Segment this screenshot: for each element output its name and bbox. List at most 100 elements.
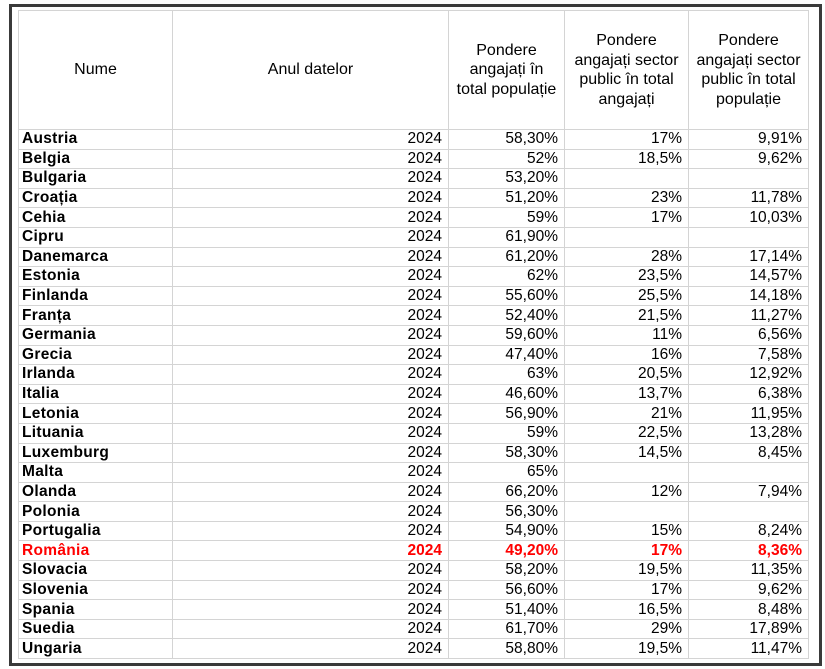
table-row: Estonia 2024 62% 23,5% 14,57% — [18, 266, 809, 287]
country-name: Franța — [18, 305, 173, 326]
public-share-employed: 17% — [564, 129, 689, 150]
public-share-population — [688, 168, 809, 189]
public-share-population: 8,48% — [688, 599, 809, 620]
public-share-employed: 21,5% — [564, 305, 689, 326]
employed-share-population: 65% — [448, 462, 565, 483]
country-name: Lituania — [18, 422, 173, 444]
table-row: Olanda 2024 66,20% 12% 7,94% — [18, 481, 809, 503]
table-row: Malta 2024 65% — [18, 462, 809, 483]
data-year: 2024 — [172, 579, 449, 601]
table-frame: Nume Anul datelor Pondere angajați în to… — [9, 4, 822, 666]
data-year: 2024 — [172, 148, 449, 170]
public-share-population: 11,78% — [688, 187, 809, 209]
employed-share-population: 52,40% — [448, 305, 565, 326]
country-name: Ungaria — [18, 638, 173, 660]
country-name: Portugalia — [18, 520, 173, 542]
country-name: România — [18, 540, 173, 562]
public-share-employed: 22,5% — [564, 422, 689, 444]
table-row: Portugalia 2024 54,90% 15% 8,24% — [18, 520, 809, 542]
table-row: România 2024 49,20% 17% 8,36% — [18, 540, 809, 562]
employment-table: Nume Anul datelor Pondere angajați în to… — [18, 10, 809, 660]
public-share-population: 11,27% — [688, 305, 809, 326]
public-share-population: 8,45% — [688, 442, 809, 464]
employed-share-population: 59% — [448, 207, 565, 228]
public-share-employed: 16% — [564, 344, 689, 366]
country-name: Germania — [18, 324, 173, 346]
country-name: Spania — [18, 599, 173, 620]
table-row: Lituania 2024 59% 22,5% 13,28% — [18, 422, 809, 444]
public-share-employed: 18,5% — [564, 148, 689, 170]
employed-share-population: 51,20% — [448, 187, 565, 209]
table-row: Germania 2024 59,60% 11% 6,56% — [18, 324, 809, 346]
table-row: Spania 2024 51,40% 16,5% 8,48% — [18, 599, 809, 620]
public-share-population: 8,24% — [688, 520, 809, 542]
table-body: Austria 2024 58,30% 17% 9,91% Belgia 2024 52% 18… — [18, 129, 809, 660]
public-share-population: 17,14% — [688, 246, 809, 268]
employed-share-population: 63% — [448, 364, 565, 385]
country-name: Bulgaria — [18, 168, 173, 189]
country-name: Olanda — [18, 481, 173, 503]
employed-share-population: 54,90% — [448, 520, 565, 542]
public-share-employed: 15% — [564, 520, 689, 542]
public-share-employed: 28% — [564, 246, 689, 268]
public-share-population: 12,92% — [688, 364, 809, 385]
table-row: Polonia 2024 56,30% — [18, 501, 809, 522]
country-name: Malta — [18, 462, 173, 483]
data-year: 2024 — [172, 383, 449, 405]
public-share-employed — [564, 462, 689, 483]
public-share-population: 17,89% — [688, 618, 809, 640]
country-name: Luxemburg — [18, 442, 173, 464]
header-name: Nume — [18, 10, 173, 130]
public-share-employed: 19,5% — [564, 560, 689, 581]
table-row: Finlanda 2024 55,60% 25,5% 14,18% — [18, 285, 809, 307]
employed-share-population: 56,60% — [448, 579, 565, 601]
employed-share-population: 55,60% — [448, 285, 565, 307]
employed-share-population: 66,20% — [448, 481, 565, 503]
country-name: Suedia — [18, 618, 173, 640]
country-name: Austria — [18, 129, 173, 150]
header-public-share-population: Pondere angajați sector public în total … — [688, 10, 809, 130]
country-name: Cehia — [18, 207, 173, 228]
public-share-employed: 13,7% — [564, 383, 689, 405]
public-share-employed — [564, 226, 689, 248]
public-share-population — [688, 226, 809, 248]
data-year: 2024 — [172, 638, 449, 660]
public-share-employed: 12% — [564, 481, 689, 503]
data-year: 2024 — [172, 599, 449, 620]
header-public-share-employed: Pondere angajați sector public în total … — [564, 10, 689, 130]
employed-share-population: 52% — [448, 148, 565, 170]
header-year: Anul datelor — [172, 10, 449, 130]
country-name: Italia — [18, 383, 173, 405]
public-share-population: 9,91% — [688, 129, 809, 150]
public-share-population: 8,36% — [688, 540, 809, 562]
table-row: Belgia 2024 52% 18,5% 9,62% — [18, 148, 809, 170]
public-share-employed: 19,5% — [564, 638, 689, 660]
data-year: 2024 — [172, 129, 449, 150]
employed-share-population: 61,20% — [448, 246, 565, 268]
data-year: 2024 — [172, 481, 449, 503]
public-share-population: 9,62% — [688, 579, 809, 601]
employed-share-population: 59,60% — [448, 324, 565, 346]
table-row: Luxemburg 2024 58,30% 14,5% 8,45% — [18, 442, 809, 464]
table-row: Irlanda 2024 63% 20,5% 12,92% — [18, 364, 809, 385]
employed-share-population: 58,30% — [448, 442, 565, 464]
data-year: 2024 — [172, 403, 449, 424]
public-share-population: 11,95% — [688, 403, 809, 424]
public-share-population: 14,18% — [688, 285, 809, 307]
employed-share-population: 56,90% — [448, 403, 565, 424]
employed-share-population: 51,40% — [448, 599, 565, 620]
table-row: Letonia 2024 56,90% 21% 11,95% — [18, 403, 809, 424]
data-year: 2024 — [172, 266, 449, 287]
employed-share-population: 46,60% — [448, 383, 565, 405]
data-year: 2024 — [172, 168, 449, 189]
country-name: Polonia — [18, 501, 173, 522]
data-year: 2024 — [172, 540, 449, 562]
public-share-employed — [564, 501, 689, 522]
public-share-population: 6,56% — [688, 324, 809, 346]
public-share-employed: 17% — [564, 540, 689, 562]
public-share-population: 6,38% — [688, 383, 809, 405]
country-name: Irlanda — [18, 364, 173, 385]
public-share-population: 9,62% — [688, 148, 809, 170]
public-share-population: 7,94% — [688, 481, 809, 503]
data-year: 2024 — [172, 226, 449, 248]
